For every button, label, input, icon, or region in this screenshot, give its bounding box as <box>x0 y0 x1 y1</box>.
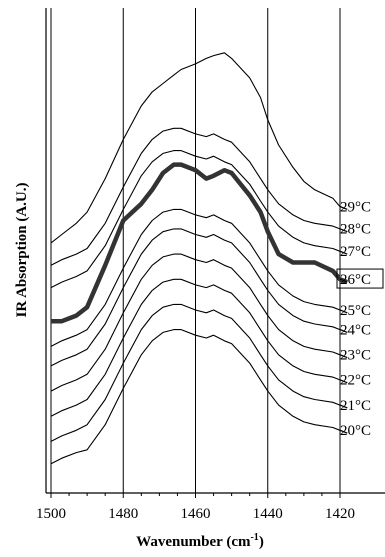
x-tick-label-1440: 1440 <box>253 506 283 522</box>
series-label-23°C: 23°C <box>340 348 371 364</box>
series-line-25°C <box>50 208 348 347</box>
series-label-24°C: 24°C <box>340 322 371 338</box>
series-line-22°C <box>50 278 348 417</box>
series-leader-lines <box>339 205 348 434</box>
x-axis-title: Wavenumber (cm-1) <box>136 532 264 550</box>
series-line-23°C <box>50 253 348 392</box>
series-label-25°C: 25°C <box>340 303 371 319</box>
series-line-21°C <box>50 303 348 442</box>
leader-23°C <box>339 354 348 359</box>
x-axis-title-exponent: -1 <box>250 532 258 543</box>
x-tick-label-1480: 1480 <box>108 506 138 522</box>
leader-26°C <box>339 278 348 283</box>
leader-20°C <box>339 429 348 434</box>
highlight-box <box>336 268 384 289</box>
series-line-26°C <box>51 162 349 324</box>
series-label-21°C: 21°C <box>340 398 371 414</box>
x-tick-label-1460: 1460 <box>181 506 211 522</box>
leader-28°C <box>339 228 348 233</box>
series-line-24°C <box>50 228 348 367</box>
y-axis-title: IR Absorption (A.U.) <box>14 182 30 317</box>
x-axis-title-main: Wavenumber (cm <box>136 534 251 550</box>
series-lines <box>50 52 349 465</box>
series-label-26°C: 26°C <box>340 272 371 288</box>
series-line-28°C <box>50 127 348 266</box>
series-label-29°C: 29°C <box>340 199 371 215</box>
leader-21°C <box>339 404 348 409</box>
leader-25°C <box>339 309 348 314</box>
vertical-gridlines <box>50 8 341 493</box>
series-label-20°C: 20°C <box>340 423 371 439</box>
leader-29°C <box>339 205 348 210</box>
leader-24°C <box>339 328 348 333</box>
x-tick-label-1420: 1420 <box>325 506 355 522</box>
series-line-27°C <box>50 150 348 289</box>
series-line-20°C <box>50 329 348 465</box>
leader-22°C <box>339 379 348 384</box>
series-label-28°C: 28°C <box>340 222 371 238</box>
series-label-22°C: 22°C <box>340 373 371 389</box>
series-line-29°C <box>50 52 348 244</box>
x-tick-label-1500: 1500 <box>36 506 66 522</box>
x-axis-ticks: 1500 1480 1460 1440 1420 <box>36 493 355 522</box>
series-labels: 20°C 21°C 22°C 23°C 24°C 25°C 26°C 27°C 28°C 29°C <box>336 199 384 439</box>
leader-27°C <box>339 250 348 255</box>
series-label-27°C: 27°C <box>340 244 371 260</box>
x-axis-title-close: ) <box>259 534 264 550</box>
